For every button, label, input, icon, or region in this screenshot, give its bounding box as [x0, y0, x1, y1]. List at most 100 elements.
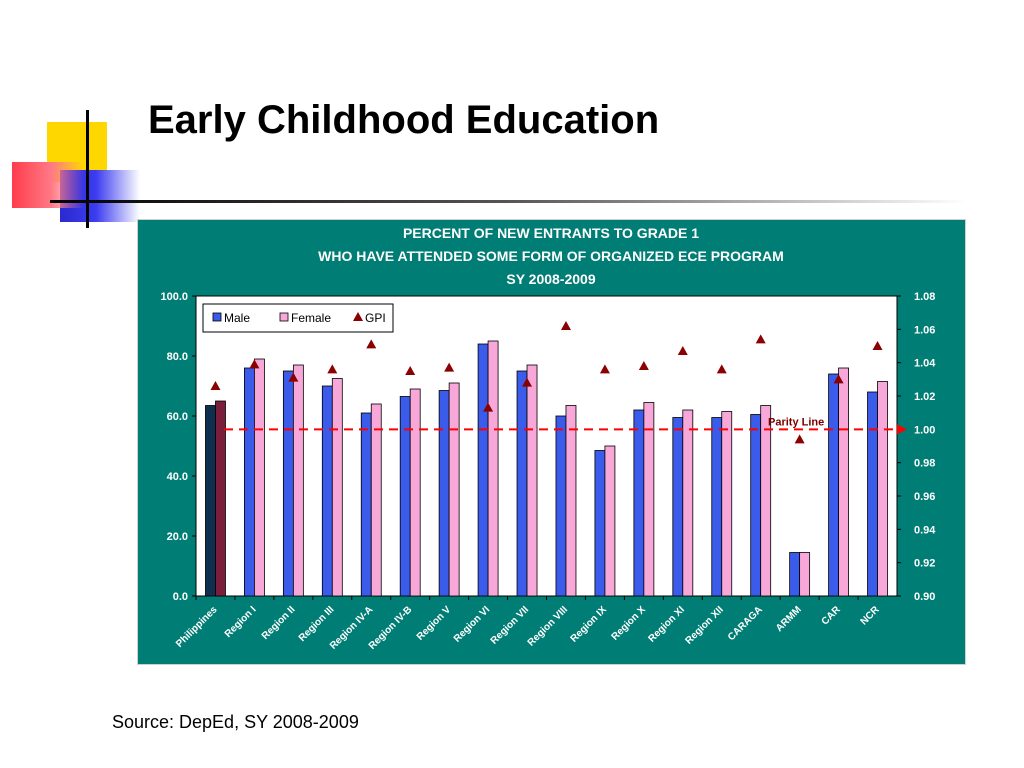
legend-swatch — [279, 312, 289, 322]
x-category-label: Region III — [297, 604, 337, 644]
deco-vertical-line — [86, 110, 89, 228]
bar-male — [828, 373, 839, 597]
y2-tick-label: 1.08 — [914, 291, 935, 303]
legend-box — [202, 303, 394, 333]
bar-female — [721, 411, 733, 597]
parity-line-label: Parity Line — [768, 416, 824, 428]
x-category-label: Region VIII — [526, 604, 570, 648]
chart-title-line: WHO HAVE ATTENDED SOME FORM OF ORGANIZED… — [318, 248, 784, 264]
gpi-marker — [872, 341, 883, 350]
gpi-marker — [249, 359, 260, 369]
legend-entry-label: Male — [224, 311, 250, 325]
chart-gpi-group: Parity Line — [210, 321, 907, 444]
legend-entry-label: Female — [291, 311, 331, 325]
bar-female — [215, 400, 226, 597]
y-tick-label: 100.0 — [160, 291, 188, 303]
x-category-label: CAR — [820, 604, 844, 628]
chart-svg: PERCENT OF NEW ENTRANTS TO GRADE 1 WHO HA… — [160, 225, 936, 652]
y-tick-label: 80.0 — [167, 351, 188, 363]
x-category-label: Region XII — [684, 604, 727, 647]
gpi-marker — [677, 346, 688, 355]
y-tick-label: 40.0 — [167, 471, 188, 483]
chart-title-line: PERCENT OF NEW ENTRANTS TO GRADE 1 — [403, 225, 699, 241]
y2-tick-label: 1.00 — [914, 424, 935, 436]
gpi-marker — [560, 321, 571, 330]
chart-title-group: PERCENT OF NEW ENTRANTS TO GRADE 1 WHO HA… — [318, 225, 784, 287]
bar-female — [760, 405, 772, 597]
bar-male — [244, 367, 255, 597]
title-rule — [50, 200, 968, 203]
x-category-label: Philippines — [174, 604, 220, 650]
gpi-marker — [794, 434, 805, 444]
gpi-marker — [599, 364, 610, 374]
bar-female — [526, 364, 538, 597]
bar-male — [555, 415, 567, 597]
gpi-marker — [288, 372, 299, 382]
bar-female — [799, 552, 811, 597]
y2-tick-label: 0.98 — [914, 458, 935, 470]
y2-tick-label: 1.06 — [914, 324, 935, 336]
bar-male — [750, 414, 762, 597]
y2-tick-label: 1.02 — [914, 391, 935, 403]
gpi-marker — [833, 374, 844, 384]
bar-male — [282, 370, 294, 597]
x-category-label: ARMM — [774, 604, 804, 634]
bar-male — [205, 405, 216, 597]
legend-swatch — [212, 312, 222, 322]
x-category-label: Region VI — [452, 604, 493, 645]
gpi-marker — [405, 366, 416, 375]
bar-male — [477, 343, 489, 597]
bar-female — [604, 445, 616, 597]
plot-area — [195, 295, 898, 597]
bar-male — [867, 391, 878, 597]
source-note: Source: DepEd, SY 2008-2009 — [112, 712, 359, 732]
bar-female — [487, 340, 499, 597]
y2-tick-label: 0.90 — [914, 591, 935, 603]
bar-male — [438, 390, 450, 597]
chart-panel: PERCENT OF NEW ENTRANTS TO GRADE 1 WHO HA… — [137, 219, 966, 665]
bar-male — [399, 396, 411, 597]
gpi-marker — [755, 334, 766, 344]
bar-female — [331, 378, 343, 597]
x-category-label: Region II — [260, 604, 298, 642]
bar-male — [321, 385, 333, 597]
x-category-label: NCR — [859, 604, 883, 628]
gpi-marker — [327, 364, 338, 374]
bar-male — [711, 417, 723, 597]
x-category-label: Region XI — [647, 604, 688, 645]
chart-bars-group — [205, 340, 888, 597]
bar-male — [672, 417, 684, 597]
bar-male — [789, 552, 801, 597]
bar-female — [565, 405, 577, 597]
x-category-label: Region I — [223, 604, 259, 640]
bar-female — [370, 403, 382, 597]
chart-title-line: SY 2008-2009 — [506, 271, 595, 287]
bar-female — [838, 367, 849, 597]
gpi-marker — [638, 361, 649, 370]
y2-tick-label: 0.94 — [914, 524, 936, 536]
gpi-marker — [716, 364, 727, 374]
bar-female — [409, 388, 421, 597]
x-category-label: Region VII — [489, 604, 532, 647]
bar-male — [360, 412, 372, 597]
gpi-marker — [522, 377, 533, 387]
y-tick-label: 0.0 — [173, 591, 188, 603]
x-category-label: CARAGA — [726, 604, 765, 643]
gpi-marker — [366, 339, 377, 349]
y2-tick-label: 0.92 — [914, 558, 935, 570]
y2-tick-label: 0.96 — [914, 491, 935, 503]
parity-line-arrow — [897, 424, 907, 435]
bar-female — [682, 409, 694, 597]
x-category-label: Region X — [610, 604, 649, 643]
legend-entry-label: GPI — [365, 311, 386, 325]
bar-male — [516, 370, 528, 597]
y-tick-label: 60.0 — [167, 411, 188, 423]
gpi-marker — [444, 362, 455, 372]
slide-title: Early Childhood Education — [148, 98, 660, 142]
chart-xlabels-group: Philippines Region I Region II Region III Re… — [174, 604, 882, 652]
gpi-marker — [210, 381, 221, 390]
bar-male — [594, 450, 606, 597]
y-tick-label: 20.0 — [167, 531, 188, 543]
bar-female — [877, 381, 888, 597]
chart-legend-group: Male Female GPI — [202, 303, 394, 333]
